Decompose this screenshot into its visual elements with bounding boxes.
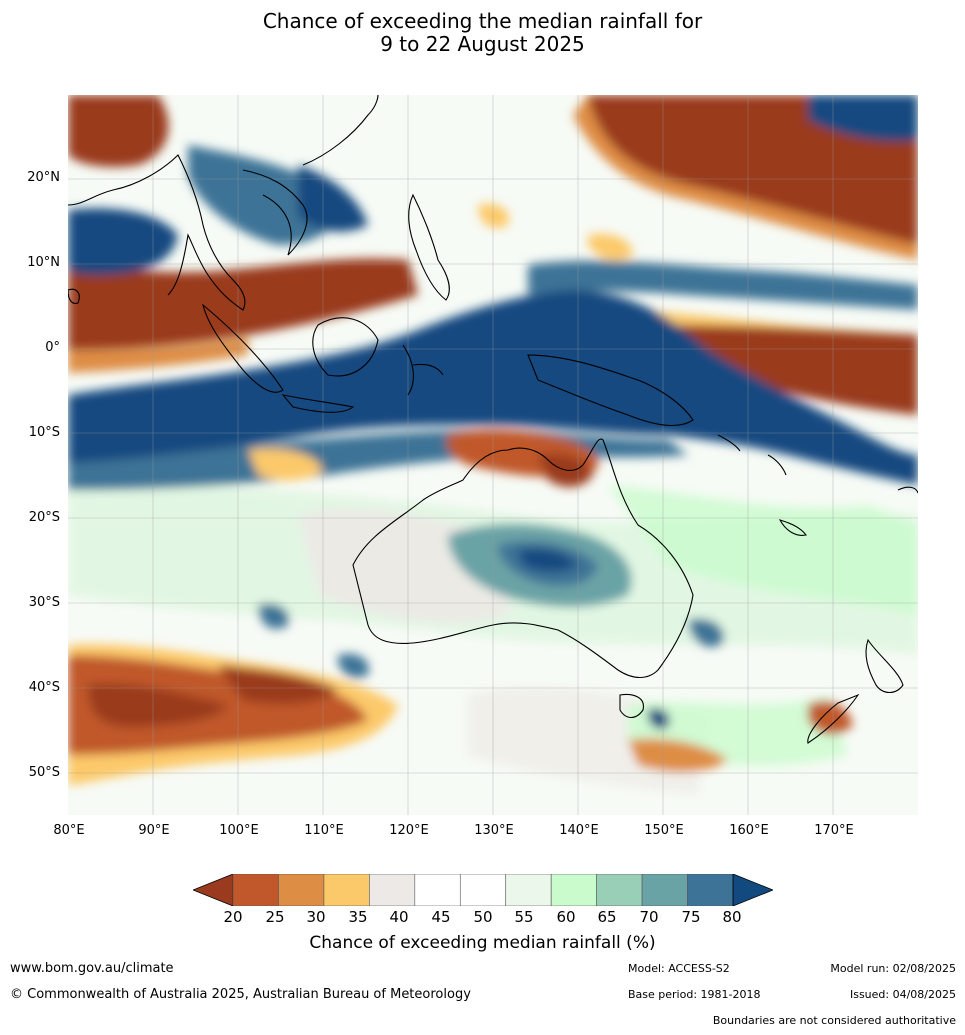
colorbar-cell (414, 874, 461, 906)
model-run-text: Model run: 02/08/2025 (830, 962, 956, 975)
disclaimer-text: Boundaries are not considered authoritat… (712, 1014, 956, 1027)
graticule (68, 95, 918, 815)
colorbar-tick: 40 (389, 908, 409, 926)
colorbar-tick: 70 (639, 908, 659, 926)
website-link[interactable]: www.bom.gov.au/climate (10, 961, 174, 976)
lon-label-140e: 140°E (559, 823, 599, 838)
colorbar-cell (641, 874, 688, 906)
model-text: Model: ACCESS-S2 (628, 962, 730, 975)
lat-label-20s: 20°S (28, 510, 60, 525)
colorbar-cell (323, 874, 370, 906)
map-title: Chance of exceeding the median rainfall … (0, 10, 965, 56)
title-line-2: 9 to 22 August 2025 (380, 32, 585, 56)
lat-label-50s: 50°S (28, 765, 60, 780)
colorbar-cells (232, 874, 734, 906)
colorbar-tick: 80 (722, 908, 742, 926)
lon-label-160e: 160°E (729, 823, 769, 838)
lat-label-40s: 40°S (28, 680, 60, 695)
lat-label-30s: 30°S (28, 595, 60, 610)
colorbar-cell (687, 874, 734, 906)
lon-label-150e: 150°E (644, 823, 684, 838)
colorbar-tick: 35 (348, 908, 368, 926)
colorbar-label: Chance of exceeding median rainfall (%) (309, 933, 656, 953)
borneo-coastline (312, 317, 379, 377)
lon-label-90e: 90°E (138, 823, 170, 838)
colorbar-high-arrow (732, 874, 773, 906)
lon-label-80e: 80°E (53, 823, 85, 838)
lon-label-130e: 130°E (474, 823, 514, 838)
colorbar-cell (369, 874, 416, 906)
colorbar-tick: 25 (265, 908, 285, 926)
colorbar-cell (505, 874, 552, 906)
map-canvas (68, 95, 918, 815)
tasmania-coastline (619, 693, 644, 719)
lat-label-10s: 10°S (28, 425, 60, 440)
colorbar-cell (278, 874, 325, 906)
colorbar (193, 874, 773, 906)
base-period-text: Base period: 1981-2018 (628, 988, 761, 1001)
lat-label-0: 0° (45, 340, 60, 355)
colorbar-cell (596, 874, 643, 906)
sumatra-coastline (202, 303, 284, 393)
issued-text: Issued: 04/08/2025 (849, 988, 956, 1001)
colorbar-low-arrow (193, 874, 234, 906)
title-line-1: Chance of exceeding the median rainfall … (262, 9, 703, 33)
coastlines (68, 95, 918, 744)
colorbar-tick: 50 (473, 908, 493, 926)
lon-label-120e: 120°E (389, 823, 429, 838)
colorbar-tick: 75 (681, 908, 701, 926)
new-zealand-south (807, 693, 860, 744)
australia-coastline (352, 438, 694, 679)
new-zealand-north (865, 638, 904, 694)
copyright-text: © Commonwealth of Australia 2025, Austra… (10, 987, 471, 1002)
colorbar-cell (232, 874, 279, 906)
lon-label-170e: 170°E (814, 823, 854, 838)
rainfall-outlook-map (68, 95, 918, 815)
lat-label-10n: 10°N (27, 255, 60, 270)
sulawesi-coastline (402, 344, 444, 396)
java-coastline (281, 394, 355, 413)
lon-label-100e: 100°E (219, 823, 259, 838)
colorbar-tick: 65 (597, 908, 617, 926)
colorbar-tick: 60 (556, 908, 576, 926)
colorbar-tick: 45 (431, 908, 451, 926)
new-guinea-coastline (527, 354, 694, 426)
colorbar-tick: 20 (223, 908, 243, 926)
colorbar-cell (459, 874, 507, 906)
colorbar-tick: 55 (514, 908, 534, 926)
lon-label-110e: 110°E (304, 823, 344, 838)
sri-lanka-coastline (68, 288, 80, 304)
philippines-coastline (408, 193, 450, 301)
lat-label-20n: 20°N (27, 170, 60, 185)
asia-mainland-coastline (68, 95, 379, 311)
colorbar-cell (550, 874, 597, 906)
colorbar-tick: 30 (306, 908, 326, 926)
